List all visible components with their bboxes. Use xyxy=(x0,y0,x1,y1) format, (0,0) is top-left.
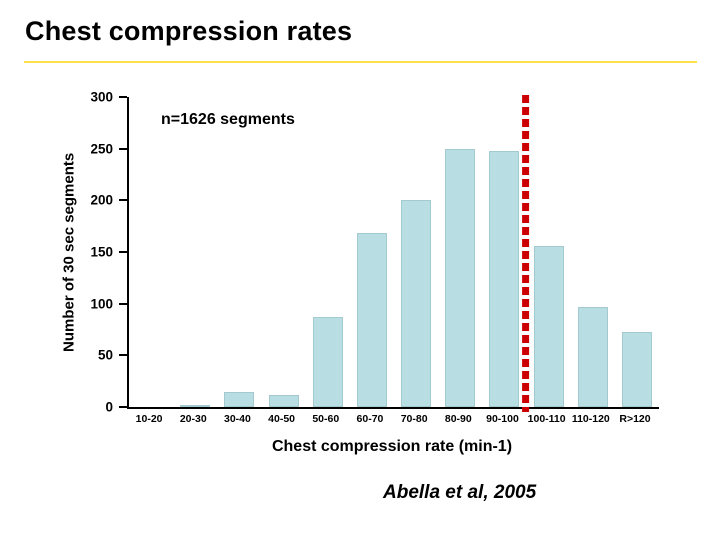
sample-size-annotation: n=1626 segments xyxy=(161,111,295,128)
x-tick-label: 70-80 xyxy=(400,413,428,425)
x-tick-label: 60-70 xyxy=(356,413,384,425)
x-tick-label: 10-20 xyxy=(135,413,163,425)
bar-30-40 xyxy=(224,391,255,407)
title-underline xyxy=(24,61,697,63)
plot-area: n=1626 segments xyxy=(127,95,659,412)
y-tick-label: 250 xyxy=(90,141,113,157)
x-tick-label: R>120 xyxy=(619,413,651,425)
y-tick-label: 0 xyxy=(105,399,113,415)
attribution: Abella et al, 2005 xyxy=(383,482,537,503)
x-tick-label: 20-30 xyxy=(179,413,207,425)
bar-50-60 xyxy=(312,317,343,407)
bar-40-50 xyxy=(268,394,299,407)
y-tick-mark xyxy=(119,199,127,202)
x-tick-label: 50-60 xyxy=(312,413,340,425)
bar-100-110 xyxy=(533,245,564,407)
x-tick-label: 30-40 xyxy=(224,413,251,425)
y-tick-mark xyxy=(119,96,127,98)
x-tick-label: 100-110 xyxy=(527,413,566,425)
y-axis: 0 50 100 150 200 250 300 xyxy=(77,90,127,415)
x-axis-label: Chest compression rate (min-1) xyxy=(271,438,513,455)
y-tick-label: 150 xyxy=(90,244,113,260)
y-tick-label: 100 xyxy=(90,296,113,312)
x-axis-labels: 10-20 20-30 30-40 40-50 50-60 60-70 70-80 80-90… xyxy=(127,413,657,425)
y-tick-mark xyxy=(119,354,127,357)
y-tick-mark xyxy=(119,251,127,253)
x-tick-label: 40-50 xyxy=(268,413,296,425)
bar-20-30 xyxy=(180,404,211,407)
y-tick-mark xyxy=(119,147,127,150)
bar-R>120 xyxy=(621,331,652,407)
bar-60-70 xyxy=(356,233,387,407)
target-rate-reference-line xyxy=(521,95,529,412)
y-tick-mark xyxy=(119,302,127,305)
slide-title: Chest compression rates xyxy=(25,16,353,46)
y-tick-mark xyxy=(119,406,127,408)
y-tick-label: 50 xyxy=(97,347,113,363)
bar-70-80 xyxy=(401,200,432,407)
bar-80-90 xyxy=(445,148,476,407)
x-tick-label: 80-90 xyxy=(444,413,472,425)
y-tick-label: 200 xyxy=(90,192,113,208)
x-tick-label: 110-120 xyxy=(571,413,610,425)
bar-110-120 xyxy=(577,306,608,407)
bar-90-100 xyxy=(489,150,520,407)
x-tick-label: 90-100 xyxy=(486,413,519,425)
y-tick-label: 300 xyxy=(90,89,113,105)
